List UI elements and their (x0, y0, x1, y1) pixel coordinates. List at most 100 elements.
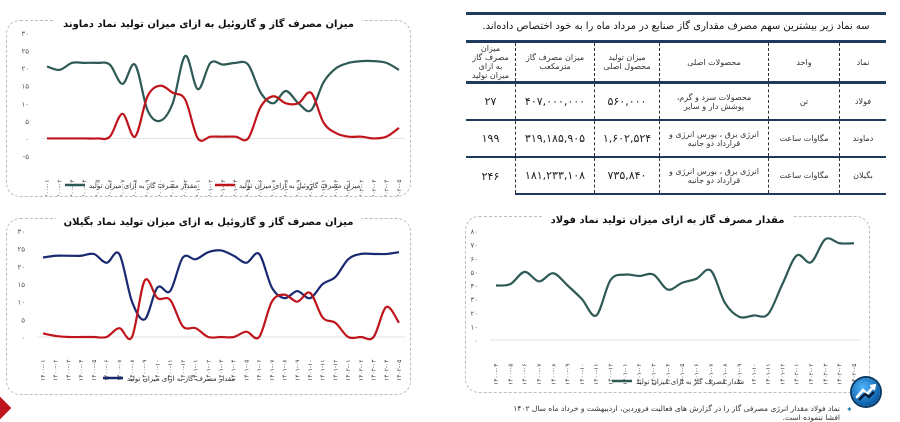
header-symbol: نماد (839, 40, 886, 84)
x-tick-label: ۱۴۰۲-۰۴ (383, 179, 390, 196)
chart-title-damavand: میزان مصرف گاز و گازوئیل به ازای میزان ت… (55, 19, 362, 30)
y-tick-label: ۲۰ (21, 65, 29, 73)
table-row: بگیلان مگاوات ساعت انرژی برق ، بورس انرژ… (466, 157, 886, 195)
x-tick-label: ۱۴۰۱-۱۱ (321, 179, 328, 196)
header-unit: واحد (768, 40, 840, 84)
x-tick-label: ۱۴۰۰-۱۲ (608, 363, 615, 385)
series-line-1 (42, 278, 400, 341)
x-tick-label: ۱۴۰۱-۰۷ (270, 179, 277, 196)
series-line-1 (46, 84, 400, 142)
cell-unit: مگاوات ساعت (768, 157, 840, 195)
x-tick-label: ۱۴۰۰-۰۷ (119, 179, 126, 196)
y-tick-label: ۰ (21, 334, 25, 342)
line-chart-foolad: ۸۰ ۷۰ ۶۰ ۵۰ ۴۰ ۳۰ ۲۰ ۱۰ ۰ ۱۴۰۰-۰۴ ۱۴۰۰-۰۵ ۱۴۰۰-۰۶ ۱۴… (470, 228, 860, 386)
bullet-icon: ✦ (846, 405, 853, 414)
x-tick-label: ۱۴۰۰-۰۸ (132, 179, 139, 196)
x-tick-label: ۱۴۰۱-۰۲ (207, 179, 214, 196)
y-tick-label: ۵۰ (470, 269, 478, 277)
x-tick-label: ۱۴۰۲-۰۳ (371, 359, 378, 381)
x-tick-label: ۱۴۰۰-۰۸ (129, 359, 136, 381)
x-tick-label: ۱۴۰۲-۰۲ (808, 363, 815, 385)
gas-consumption-table-section: سه نماد زیر بیشترین سهم مصرف مقداری گاز … (466, 12, 886, 195)
x-tick-label: ۱۴۰۰-۰۴ (493, 363, 500, 385)
x-tick-label: ۱۴۰۱-۰۸ (282, 359, 289, 381)
y-tick-label: ۱۰ (21, 100, 29, 108)
x-tick-label: ۱۴۰۱-۱۲ (779, 363, 786, 385)
table-row: دماوند مگاوات ساعت انرژی برق ، بورس انرژ… (466, 120, 886, 158)
x-tick-label: ۱۴۰۱-۱۰ (308, 179, 315, 196)
x-tick-label: ۱۴۰۱-۰۶ (258, 179, 265, 196)
cell-gas: ۳۱۹,۱۸۵,۹۰۵ (515, 120, 595, 158)
x-tick-label: ۱۴۰۱-۱۱ (320, 359, 327, 381)
x-tick-label: ۱۴۰۰-۰۳ (65, 359, 72, 381)
x-tick-label: ۱۴۰۰-۰۱ (44, 179, 51, 196)
x-tick-label: ۱۴۰۱-۱۲ (333, 179, 340, 196)
cell-production: ۱,۶۰۲,۵۲۴ (594, 120, 660, 158)
cell-production: ۷۳۵,۸۴۰ (594, 157, 660, 195)
x-tick-label: ۱۴۰۱-۰۸ (283, 179, 290, 196)
x-tick-label: ۱۴۰۱-۱۰ (307, 359, 314, 381)
x-tick-label: ۱۴۰۰-۰۵ (507, 363, 514, 385)
cell-ratio: ۱۹۹ (466, 120, 516, 158)
x-tick-label: ۱۴۰۰-۱۱ (167, 359, 174, 381)
cell-gas: ۴۰۷,۰۰۰,۰۰۰ (515, 82, 595, 121)
x-tick-label: ۱۴۰۰-۱۲ (180, 359, 187, 381)
x-tick-label: ۱۴۰۰-۱۱ (593, 363, 600, 385)
cell-products: انرژی برق ، بورس انرژی و قرارداد دو جانب… (659, 157, 769, 195)
y-tick-label: ۵ (25, 118, 29, 126)
x-tick-label: ۱۴۰۲-۰۱ (345, 359, 352, 381)
x-tick-label: ۱۴۰۱-۰۲ (636, 363, 643, 385)
x-tick-label: ۱۴۰۰-۰۹ (142, 359, 149, 381)
cell-products: انرژی برق ، بورس انرژی و قرارداد دو جانب… (659, 120, 769, 158)
x-tick-label: ۱۴۰۱-۰۹ (295, 179, 302, 196)
x-tick-label: ۱۴۰۱-۱۰ (751, 363, 758, 385)
x-tick-label: ۱۴۰۲-۰۵ (396, 359, 403, 381)
table-header-row: نماد واحد محصولات اصلی میزان تولید محصول… (466, 40, 886, 84)
header-ratio: میزان مصرف گاز به ازای میزان تولید (466, 40, 516, 84)
line-chart-bagilan: ۳۰ ۲۵ ۲۰ ۱۵ ۱۰ ۵ ۰ ۱۴۰۰-۰۱ ۱۴۰۰-۰۲ ۱۴۰۰-۰۳ ۱۴۰۰-۰۴… (17, 228, 405, 383)
y-tick-label: ۰ (474, 337, 478, 345)
x-tick-label: ۱۴۰۱-۰۳ (651, 363, 658, 385)
x-tick-label: ۱۴۰۲-۰۴ (383, 359, 390, 381)
x-tick-label: ۱۴۰۰-۰۲ (57, 179, 64, 196)
cell-ratio: ۲۷ (466, 82, 516, 121)
x-tick-label: ۱۴۰۲-۰۵ (396, 179, 403, 196)
x-tick-label: ۱۴۰۱-۰۴ (665, 363, 672, 385)
x-tick-label: ۱۴۰۱-۰۱ (193, 359, 200, 381)
x-tick-label: ۱۴۰۱-۰۶ (693, 363, 700, 385)
x-tick-label: ۱۴۰۰-۰۶ (522, 363, 529, 385)
y-tick-label: ۸۰ (470, 228, 478, 236)
footer-note: نماد فولاد مقدار انرژی مصرفی گاز را در گ… (513, 404, 840, 422)
x-tick-label: ۱۴۰۰-۰۶ (107, 179, 114, 196)
x-tick-label: ۱۴۰۰-۰۲ (53, 359, 60, 381)
table-caption: سه نماد زیر بیشترین سهم مصرف مقداری گاز … (482, 21, 870, 32)
x-tick-label: ۱۴۰۱-۰۵ (243, 359, 250, 381)
y-tick-label: ۱۰ (17, 299, 25, 307)
y-tick-label: ۶۰ (470, 255, 478, 263)
cell-production: ۵۶۰,۰۰۰ (594, 82, 660, 121)
x-tick-label: ۱۴۰۱-۱۲ (332, 359, 339, 381)
x-tick-label: ۱۴۰۲-۰۵ (851, 363, 858, 385)
x-tick-label: ۱۴۰۰-۱۰ (157, 179, 164, 196)
chart-panel-foolad: مقدار مصرف گاز به ازای میزان تولید نماد … (465, 215, 870, 393)
cell-products: محصولات سرد و گرم، پوشش دار و سایر (659, 82, 769, 121)
x-tick-label: ۱۴۰۰-۱۰ (154, 359, 161, 381)
cell-symbol: فولاد (839, 82, 886, 121)
x-tick-label: ۱۴۰۲-۰۲ (358, 359, 365, 381)
chart-title-bagilan: میزان مصرف گاز و گازوئیل به ازای میزان ت… (55, 217, 362, 228)
corner-accent-decoration (0, 396, 12, 420)
cell-ratio: ۲۴۶ (466, 157, 516, 194)
x-tick-label: ۱۴۰۱-۰۵ (679, 363, 686, 385)
legend-label: مقدار مصرف گاز به ازای میزان تولید (636, 377, 744, 386)
gas-consumption-table: نماد واحد محصولات اصلی میزان تولید محصول… (466, 40, 886, 195)
x-tick-label: ۱۴۰۱-۰۴ (233, 179, 240, 196)
x-tick-label: ۱۴۰۲-۰۲ (358, 179, 365, 196)
x-tick-label: ۱۴۰۱-۰۹ (736, 363, 743, 385)
cell-symbol: دماوند (839, 120, 886, 158)
x-tick-label: ۱۴۰۰-۰۹ (565, 363, 572, 385)
x-tick-label: ۱۴۰۱-۰۸ (722, 363, 729, 385)
chart-panel-damavand: میزان مصرف گاز و گازوئیل به ازای میزان ت… (6, 19, 411, 197)
y-tick-label: ۲۰ (17, 263, 25, 271)
x-tick-label: ۱۴۰۰-۰۹ (145, 179, 152, 196)
x-tick-label: ۱۴۰۲-۰۱ (794, 363, 801, 385)
